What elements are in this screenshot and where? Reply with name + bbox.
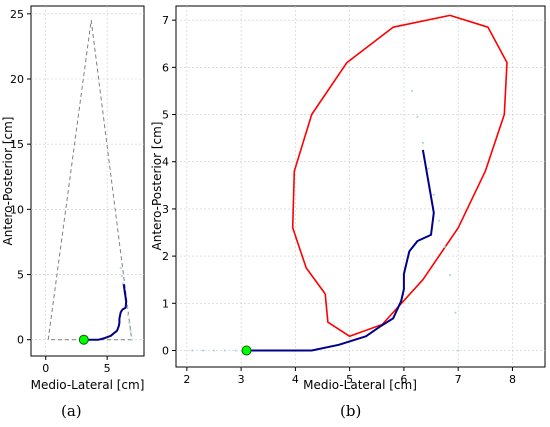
a-y-tick-label: 15: [10, 138, 24, 151]
b-scatter-point: [234, 349, 237, 352]
b-x-tick-label: 5: [346, 373, 353, 386]
a-scatter-point: [128, 321, 131, 324]
a-scatter-point: [120, 274, 123, 277]
b-y-tick-label: 7: [162, 14, 169, 27]
panel-a-chart: 0 5 0 5 10 15 20 25 Medio-Lateral [cm] Antero-P…: [1, 5, 145, 392]
panel-b-gridlines: [176, 6, 545, 367]
panel-a-caption: (a): [61, 402, 82, 420]
b-scatter-point: [421, 141, 425, 144]
panel-b-data: [191, 14, 508, 356]
b-x-tick-label: 4: [292, 373, 299, 386]
b-scatter-point: [191, 349, 194, 352]
b-y-tick-label: 1: [162, 297, 169, 310]
a-y-tick-label: 0: [17, 334, 24, 347]
b-scatter-point: [416, 115, 419, 118]
a-y-tick-label: 20: [10, 73, 24, 86]
b-start-marker: [241, 345, 252, 356]
b-scatter-point: [223, 349, 226, 352]
a-x-tick-label: 0: [42, 362, 49, 375]
panel-b-x-axis-label: Medio-Lateral [cm]: [303, 378, 417, 392]
panel-b-caption: (b): [340, 402, 362, 420]
b-x-tick-label: 2: [183, 373, 190, 386]
panel-b-chart: 2 3 4 5 6 7 8 0 1 2 3 4 5 6 7 Medio-Lateral [cm] Anter…: [150, 5, 546, 392]
a-y-tick-label: 5: [17, 269, 24, 282]
panel-b-plot-area: [175, 5, 546, 368]
b-y-tick-label: 6: [162, 61, 169, 74]
a-trajectory-line: [83, 284, 128, 341]
a-x-tick-label: 5: [104, 362, 111, 375]
a-y-tick-label: 10: [10, 203, 24, 216]
a-scatter-point: [129, 329, 132, 332]
panel-a-plot-area: [30, 5, 145, 357]
a-scatter-point: [119, 266, 122, 270]
b-x-tick-label: 3: [238, 373, 245, 386]
b-y-tick-label: 5: [162, 109, 169, 122]
b-scatter-point: [410, 89, 414, 93]
b-y-tick-label: 3: [162, 203, 169, 216]
b-x-tick-label: 7: [455, 373, 462, 386]
b-scatter-point: [438, 219, 441, 222]
panel-a-data: [47, 19, 133, 345]
b-confidence-ellipse: [291, 14, 508, 338]
b-scatter-point: [427, 167, 430, 170]
panel-a-y-axis-label: Antero-Posterior [cm]: [1, 117, 15, 246]
a-start-marker: [78, 334, 89, 345]
a-scatter-point: [122, 282, 125, 285]
panel-b-ticks: 2 3 4 5 6 7 8 0 1 2 3 4 5 6 7: [162, 14, 516, 386]
b-scatter-point: [454, 311, 457, 314]
b-y-tick-label: 2: [162, 250, 169, 263]
b-scatter-point: [432, 193, 435, 196]
b-x-tick-label: 6: [400, 373, 407, 386]
panel-a-x-axis-label: Medio-Lateral [cm]: [31, 378, 145, 392]
b-x-tick-label: 8: [509, 373, 516, 386]
a-scatter-point: [130, 338, 133, 341]
b-trajectory-line: [246, 149, 435, 352]
b-y-tick-label: 0: [162, 344, 169, 357]
b-scatter-point: [448, 273, 452, 277]
b-scatter-point: [212, 349, 216, 352]
panel-a-ticks: 0 5 0 5 10 15 20 25: [10, 8, 111, 375]
b-scatter-point: [457, 349, 460, 352]
a-y-tick-label: 25: [10, 8, 24, 21]
a-support-triangle: [47, 19, 133, 341]
b-y-tick-label: 4: [162, 156, 169, 169]
b-scatter-point: [202, 349, 205, 352]
b-scatter-point: [443, 245, 446, 248]
a-scatter-point: [126, 313, 130, 317]
panel-b-y-axis-label: Antero-Posterior [cm]: [150, 122, 164, 251]
